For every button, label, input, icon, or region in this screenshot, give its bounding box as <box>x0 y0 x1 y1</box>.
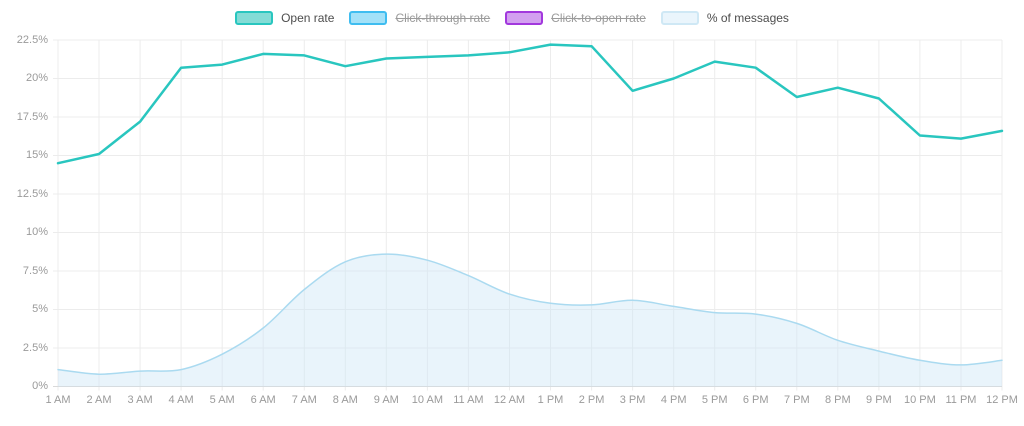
x-axis-label: 11 AM <box>453 393 484 406</box>
legend-label-click-through-rate: Click-through rate <box>395 11 491 25</box>
legend-item-open-rate[interactable]: Open rate <box>235 11 334 25</box>
legend-swatch-click-to-open-rate <box>505 11 544 25</box>
x-axis-label: 12 PM <box>986 393 1018 406</box>
x-axis-label: 7 AM <box>291 393 317 406</box>
chart-legend: Open rate Click-through rate Click-to-op… <box>0 11 1024 25</box>
y-axis-label: 22.5% <box>16 33 48 46</box>
x-axis-label: 10 AM <box>411 393 443 406</box>
x-axis-label: 3 AM <box>127 393 153 406</box>
x-axis-label: 2 PM <box>578 393 605 406</box>
legend-label-open-rate: Open rate <box>281 11 335 25</box>
messages-area-fill <box>58 254 1002 387</box>
legend-swatch-click-through-rate <box>349 11 388 25</box>
x-axis-label: 9 AM <box>373 393 399 406</box>
x-axis-label: 9 PM <box>866 393 892 406</box>
y-axis-label: 2.5% <box>22 341 48 354</box>
y-axis-label: 5% <box>32 303 48 315</box>
legend-swatch-percent-of-messages <box>660 11 699 25</box>
x-axis-label: 8 PM <box>824 393 851 406</box>
open-rate-line <box>56 43 1004 165</box>
x-axis-label: 7 PM <box>783 393 810 406</box>
legend-item-click-through-rate[interactable]: Click-through rate <box>349 11 490 25</box>
y-axis-label: 20% <box>25 72 48 84</box>
messages-area-line <box>57 253 1003 375</box>
y-axis-label: 10% <box>25 226 48 238</box>
legend-item-percent-of-messages[interactable]: % of messages <box>660 11 789 25</box>
x-axis-label: 6 PM <box>742 393 769 406</box>
x-axis-label: 2 AM <box>86 393 112 406</box>
y-axis-label: 0% <box>32 380 48 392</box>
y-axis-label: 15% <box>25 149 48 161</box>
x-axis-label: 5 PM <box>701 393 728 406</box>
x-axis-label: 10 PM <box>903 393 936 406</box>
legend-swatch-open-rate <box>235 11 274 25</box>
x-axis-label: 6 AM <box>250 393 276 406</box>
x-axis-label: 5 AM <box>209 393 235 406</box>
y-axis-label: 17.5% <box>16 110 48 123</box>
legend-label-click-to-open-rate: Click-to-open rate <box>551 11 646 25</box>
x-axis-label: 4 PM <box>660 393 687 406</box>
y-axis-label: 12.5% <box>16 187 48 200</box>
y-axis-label: 7.5% <box>22 264 48 277</box>
x-axis-label: 3 PM <box>619 393 646 406</box>
x-axis-label: 1 PM <box>537 393 564 406</box>
x-axis-label: 11 PM <box>945 393 977 406</box>
x-axis-label: 4 AM <box>168 393 194 406</box>
x-axis-label: 12 AM <box>493 393 526 406</box>
legend-label-percent-of-messages: % of messages <box>706 11 789 25</box>
x-axis-label: 8 AM <box>332 393 358 406</box>
x-axis-label: 1 AM <box>45 393 71 406</box>
legend-item-click-to-open-rate[interactable]: Click-to-open rate <box>505 11 646 25</box>
